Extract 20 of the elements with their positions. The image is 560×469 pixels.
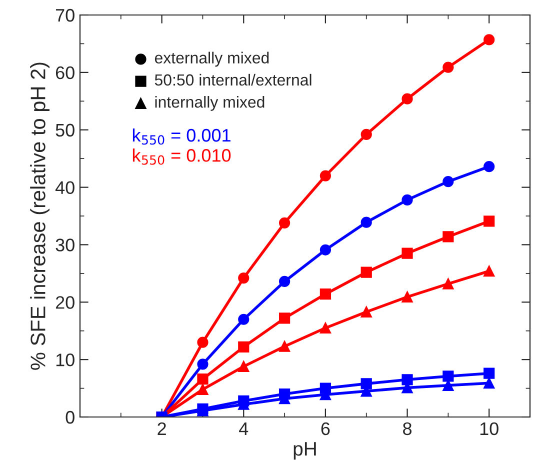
y-tick-label: 30 (56, 238, 74, 252)
x-tick-label: 8 (403, 422, 412, 436)
annotation: 50:50 internal/external (154, 74, 312, 86)
annotation: k$_{550}$ = 0.001 (132, 128, 230, 145)
y-tick-label: 70 (56, 8, 74, 22)
y-tick-label: 60 (56, 66, 74, 80)
annotation: internally mixed (155, 96, 264, 111)
x-tick-label: 6 (321, 422, 330, 436)
annotation: externally mixed (154, 52, 269, 67)
y-tick-label: 10 (56, 354, 74, 366)
y-tick-label: 40 (55, 181, 74, 194)
annotation: k$_{550}$ = 0.010 (132, 148, 231, 165)
x-tick-label: 10 (480, 422, 498, 436)
y-tick-label: 0 (66, 410, 74, 424)
y-axis-title: % SFE increase (relative to pH 2) (30, 62, 50, 370)
x-axis-title: pH (294, 442, 316, 460)
x-tick-label: 4 (239, 422, 248, 435)
y-tick-label: 50 (56, 124, 74, 137)
y-tick-label: 20 (56, 296, 74, 309)
x-tick-label: 2 (158, 422, 166, 435)
